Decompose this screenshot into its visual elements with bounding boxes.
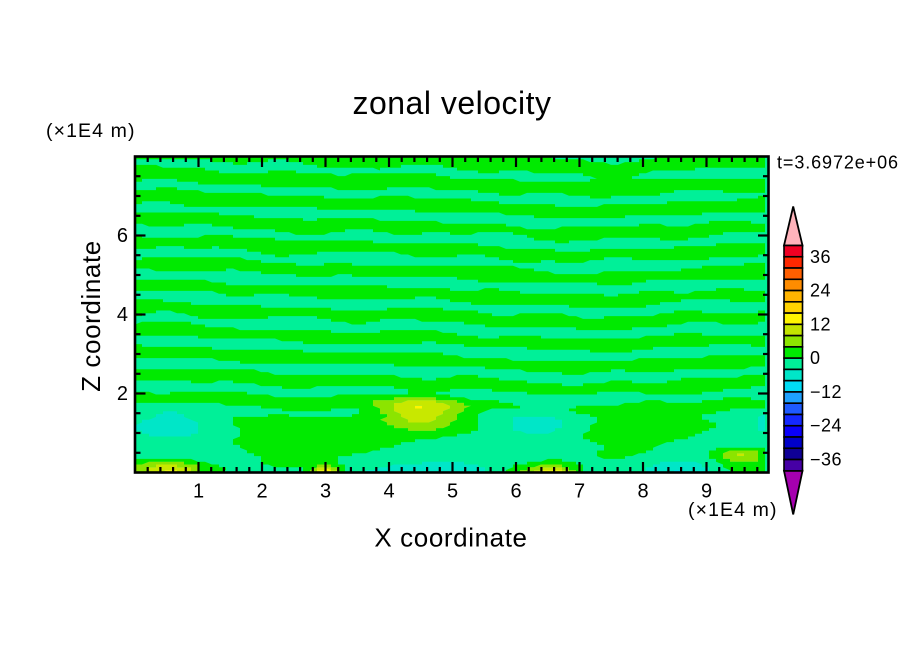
- svg-text:24: 24: [810, 281, 831, 301]
- svg-text:Z coordinate: Z coordinate: [76, 240, 106, 392]
- svg-text:3: 3: [320, 481, 331, 503]
- svg-text:−24: −24: [810, 416, 842, 436]
- svg-text:7: 7: [574, 481, 585, 503]
- svg-text:(×1E4 m): (×1E4 m): [46, 120, 136, 142]
- svg-text:−36: −36: [810, 450, 842, 470]
- svg-text:zonal velocity: zonal velocity: [352, 85, 551, 121]
- svg-text:−12: −12: [810, 382, 842, 402]
- svg-text:6: 6: [117, 225, 128, 247]
- svg-text:2: 2: [117, 383, 128, 405]
- svg-text:t=3.6972e+06: t=3.6972e+06: [777, 153, 899, 173]
- svg-text:36: 36: [810, 247, 831, 267]
- svg-text:12: 12: [810, 314, 831, 334]
- svg-text:2: 2: [256, 481, 267, 503]
- svg-text:1: 1: [193, 481, 204, 503]
- svg-text:X coordinate: X coordinate: [374, 523, 527, 553]
- svg-text:0: 0: [810, 348, 821, 368]
- svg-text:4: 4: [117, 304, 128, 326]
- svg-text:9: 9: [701, 481, 712, 503]
- svg-text:4: 4: [383, 481, 394, 503]
- svg-text:8: 8: [637, 481, 648, 503]
- svg-text:5: 5: [447, 481, 458, 503]
- svg-text:6: 6: [510, 481, 521, 503]
- svg-text:(×1E4 m): (×1E4 m): [688, 499, 778, 521]
